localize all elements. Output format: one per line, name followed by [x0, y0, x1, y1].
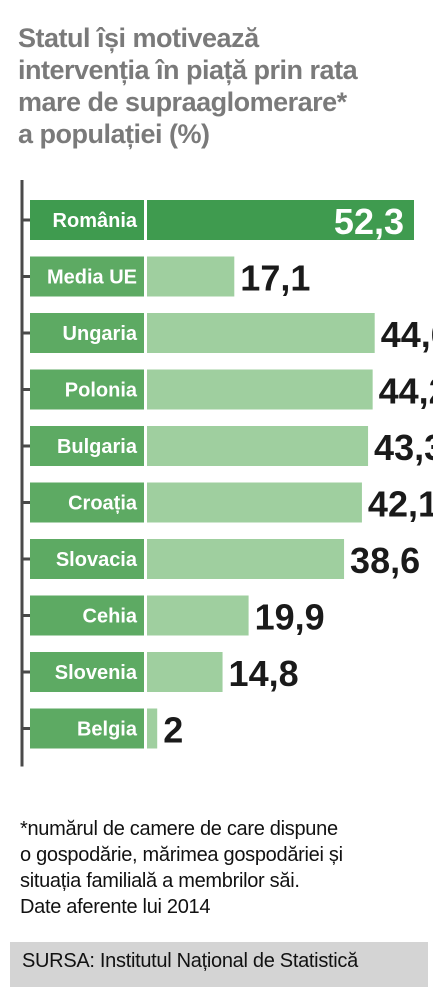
source-label: SURSA: Institutul Național de Statistică [22, 950, 358, 972]
category-band [30, 369, 144, 410]
category-band [30, 708, 144, 749]
bar [147, 200, 414, 240]
footnote: *numărul de camere de care dispune o gos… [20, 818, 343, 918]
value-label: 38,6 [350, 540, 420, 581]
category-band [30, 539, 144, 579]
bar [147, 256, 235, 297]
value-label: 43,3 [374, 427, 433, 468]
bar [147, 426, 369, 466]
value-label: 44,6 [381, 314, 433, 355]
category-label: România [53, 210, 138, 232]
value-label: 52,3 [334, 201, 404, 242]
bar [147, 539, 345, 579]
category-label: Slovacia [56, 549, 138, 571]
category-label: Bulgaria [57, 436, 138, 458]
category-band [30, 256, 144, 297]
category-label: Belgia [77, 719, 138, 741]
chart-title: Statul își motivează intervenția în piaț… [18, 23, 358, 149]
value-label: 2 [163, 710, 183, 751]
value-label: 44,2 [379, 371, 433, 412]
bar [147, 482, 362, 523]
category-label: Cehia [83, 606, 138, 628]
bar [147, 595, 249, 636]
value-label: 17,1 [240, 258, 310, 299]
value-label: 19,9 [255, 597, 325, 638]
category-label: Polonia [65, 380, 138, 402]
category-band [30, 426, 144, 466]
category-band [30, 313, 144, 353]
bar [147, 313, 375, 353]
value-label: 14,8 [229, 653, 299, 694]
category-band [30, 595, 144, 636]
category-label: Ungaria [63, 323, 138, 345]
category-band [30, 200, 144, 240]
bar-chart: România 52,3 Media UE 17,1 Ungaria 44,6 Poloni… [20, 180, 433, 767]
category-label: Croația [68, 493, 138, 515]
bar [147, 708, 158, 749]
bar [147, 369, 373, 410]
value-label: 42,1 [368, 484, 433, 525]
category-band [30, 482, 144, 523]
bar [147, 652, 223, 692]
source-band [10, 942, 428, 987]
category-band [30, 652, 144, 692]
category-label: Slovenia [55, 662, 138, 684]
category-label: Media UE [47, 267, 137, 289]
